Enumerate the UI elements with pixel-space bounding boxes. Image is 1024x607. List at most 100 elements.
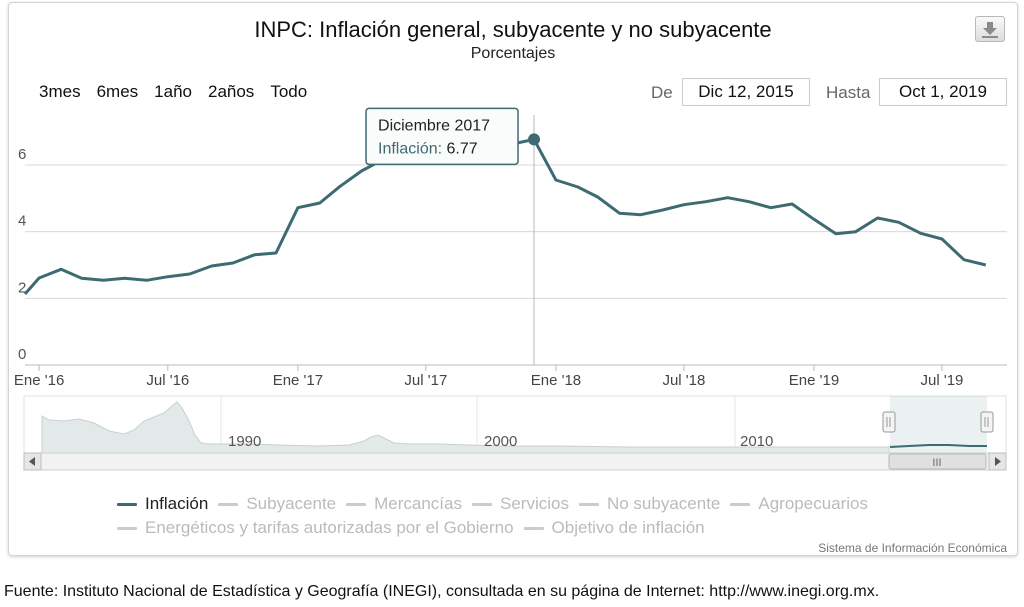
navigator[interactable]: 1990 2000 2010: [23, 395, 1007, 454]
data-point[interactable]: [295, 205, 301, 211]
tooltip: Diciembre 2017 Inflación: 6.77: [365, 107, 519, 166]
data-point[interactable]: [896, 219, 902, 225]
legend-label: Mercancías: [374, 494, 462, 513]
legend-swatch: [117, 526, 137, 530]
data-point[interactable]: [317, 200, 323, 206]
data-point[interactable]: [79, 275, 85, 281]
x-tick-label: Ene '19: [789, 372, 839, 389]
data-point[interactable]: [553, 177, 559, 183]
scrollbar-thumb[interactable]: [888, 453, 987, 470]
data-point[interactable]: [230, 260, 236, 266]
data-point[interactable]: [961, 257, 967, 263]
legend-item[interactable]: Objetivo de inflación: [523, 518, 705, 538]
legend-item[interactable]: Subyacente: [218, 494, 336, 514]
x-tick-label: Ene '18: [531, 372, 581, 389]
legend-item[interactable]: Mercancías: [346, 494, 462, 514]
data-point[interactable]: [875, 215, 881, 221]
navigator-label-2000: 2000: [484, 433, 517, 450]
data-point[interactable]: [638, 212, 644, 218]
data-point[interactable]: [703, 199, 709, 205]
data-point[interactable]: [36, 275, 42, 281]
navigator-label-2010: 2010: [740, 433, 773, 450]
data-point[interactable]: [725, 195, 731, 201]
data-point[interactable]: [58, 266, 64, 272]
data-point[interactable]: [746, 199, 752, 205]
hover-marker: [528, 133, 541, 146]
data-point[interactable]: [337, 184, 343, 190]
data-point[interactable]: [273, 250, 279, 256]
x-tick-label: Jul '18: [662, 372, 705, 389]
data-point[interactable]: [165, 274, 171, 280]
to-date-input[interactable]: Oct 1, 2019: [879, 78, 1007, 106]
data-point[interactable]: [122, 275, 128, 281]
tooltip-separator: :: [438, 140, 447, 157]
data-point[interactable]: [575, 184, 581, 190]
download-button[interactable]: [975, 16, 1005, 42]
data-point[interactable]: [209, 263, 215, 269]
legend-swatch: [218, 502, 239, 506]
x-tick-label: Jul '19: [921, 372, 964, 389]
y-tick-label: 4: [18, 213, 26, 230]
legend-label: Energéticos y tarifas autorizadas por el…: [145, 518, 514, 537]
data-point[interactable]: [22, 291, 28, 297]
credits[interactable]: Sistema de Información Económica: [818, 541, 1007, 555]
range-button-3mes[interactable]: 3mes: [39, 82, 81, 101]
data-point[interactable]: [252, 252, 258, 258]
data-point[interactable]: [811, 216, 817, 222]
legend-item[interactable]: Agropecuarios: [730, 494, 868, 514]
data-point[interactable]: [359, 168, 365, 174]
navigator-selection: [890, 396, 987, 453]
x-tick-label: Ene '17: [273, 372, 323, 389]
data-point[interactable]: [681, 202, 687, 208]
legend-label: Objetivo de inflación: [551, 518, 705, 537]
range-button-1ano[interactable]: 1año: [154, 82, 192, 101]
legend-item[interactable]: No subyacente: [578, 494, 720, 514]
legend-label: Subyacente: [246, 494, 337, 513]
tooltip-value: 6.77: [447, 140, 478, 157]
data-point[interactable]: [187, 271, 193, 277]
y-tick-label: 0: [18, 346, 26, 363]
scrollbar[interactable]: III: [23, 452, 1007, 471]
x-tick-label: Jul '17: [404, 372, 447, 389]
data-point[interactable]: [789, 201, 795, 207]
chart-title: INPC: Inflación general, subyacente y no…: [254, 17, 772, 42]
data-point[interactable]: [768, 205, 774, 211]
data-point[interactable]: [939, 236, 945, 242]
chart-plot: 0 2 4 6 Ene '16 Jul '16 Ene '17 Jul '17 Ene '18…: [14, 107, 1007, 471]
data-point[interactable]: [101, 277, 107, 283]
tooltip-series-label: Inflación: [378, 140, 438, 157]
data-point[interactable]: [144, 277, 150, 283]
data-point[interactable]: [918, 230, 924, 236]
navigator-label-1990: 1990: [228, 433, 261, 450]
range-button-2anos[interactable]: 2años: [207, 82, 255, 101]
navigator-handle-right[interactable]: [980, 411, 994, 433]
legend-label: Agropecuarios: [758, 494, 868, 513]
legend-swatch: [472, 502, 492, 506]
legend-label: Servicios: [500, 494, 569, 513]
legend: Inflación Subyacente Mercancías Servicios No…: [117, 493, 937, 541]
data-point[interactable]: [833, 231, 839, 237]
range-button-6mes[interactable]: 6mes: [96, 82, 139, 101]
legend-swatch: [578, 502, 599, 506]
download-icon: [982, 22, 998, 38]
tooltip-header: Diciembre 2017: [378, 117, 490, 134]
data-point[interactable]: [595, 194, 601, 200]
range-selector: 3mes 6mes 1año 2años Todo: [39, 82, 323, 102]
left-arrow-icon: [29, 457, 35, 466]
legend-item[interactable]: Servicios: [472, 494, 569, 514]
y-tick-label: 6: [18, 146, 26, 163]
scrollbar-track[interactable]: [23, 452, 1007, 471]
legend-item[interactable]: Inflación: [117, 494, 208, 514]
from-date-input[interactable]: Dic 12, 2015: [682, 78, 810, 106]
range-button-todo[interactable]: Todo: [270, 82, 308, 101]
data-point[interactable]: [660, 207, 666, 213]
scrollbar-grip: III: [932, 457, 941, 469]
data-point[interactable]: [617, 210, 623, 216]
legend-item[interactable]: Energéticos y tarifas autorizadas por el…: [117, 518, 514, 538]
chart-subtitle: Porcentajes: [470, 45, 556, 62]
navigator-handle-left[interactable]: [882, 411, 896, 433]
navigator-selected-line: [889, 444, 987, 448]
data-point[interactable]: [853, 229, 859, 235]
x-tick-label: Jul '16: [146, 372, 189, 389]
data-point[interactable]: [983, 262, 989, 268]
